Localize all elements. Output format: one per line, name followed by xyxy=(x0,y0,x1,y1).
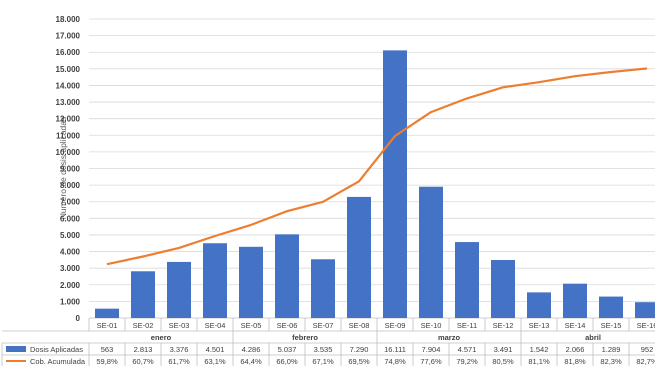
line-series xyxy=(106,67,648,266)
y-tick-label: 3.000 xyxy=(60,264,81,273)
y-tick-label: 4.000 xyxy=(60,248,81,257)
y-tick-label: 17.000 xyxy=(56,32,81,41)
table-value: 79,2% xyxy=(456,357,478,366)
y-tick-label: 18.000 xyxy=(56,15,81,24)
category-label: SE-03 xyxy=(169,321,190,330)
y-tick-label: 0 xyxy=(76,314,81,323)
bar-SE-05 xyxy=(239,246,263,318)
table-value: 3.376 xyxy=(170,345,189,354)
bar-SE-02 xyxy=(131,271,155,318)
table-value: 3.535 xyxy=(314,345,333,354)
y-axis-label: Numero de dosis aplicadas xyxy=(58,117,68,220)
table-value: 5.037 xyxy=(278,345,297,354)
table-value: 63,1% xyxy=(204,357,226,366)
table-value: 69,5% xyxy=(348,357,370,366)
table-value: 16.111 xyxy=(384,345,406,354)
table-value: 59,8% xyxy=(96,357,118,366)
y-tick-label: 6.000 xyxy=(60,214,81,223)
category-label: SE-05 xyxy=(241,321,262,330)
data-table: SE-01 SE-02 SE-03 SE-04 SE-05 SE-06 SE-07 SE-08… xyxy=(1,318,655,366)
category-label: SE-10 xyxy=(421,321,442,330)
table-value: 2.066 xyxy=(566,345,585,354)
category-label: SE-16 xyxy=(637,321,655,330)
month-label: abril xyxy=(585,333,601,342)
series-name: Cob. Acumulada xyxy=(30,357,86,366)
category-label: SE-15 xyxy=(601,321,622,330)
category-label: SE-02 xyxy=(133,321,154,330)
table-value: 1.542 xyxy=(530,345,549,354)
table-value: 7.904 xyxy=(422,345,441,354)
bar-SE-10 xyxy=(419,186,443,318)
table-value: 61,7% xyxy=(168,357,190,366)
bar-SE-16 xyxy=(635,302,655,318)
category-label: SE-08 xyxy=(349,321,370,330)
gridlines xyxy=(89,18,655,319)
table-value: 74,8% xyxy=(384,357,406,366)
y-tick-label: 2.000 xyxy=(60,281,81,290)
bar-SE-07 xyxy=(311,259,335,318)
y-tick-label: 15.000 xyxy=(56,65,81,74)
category-label: SE-12 xyxy=(493,321,514,330)
category-label: SE-04 xyxy=(205,321,226,330)
y-tick-label: 1.000 xyxy=(60,297,81,306)
table-value: 82,7% xyxy=(636,357,655,366)
table-value: 3.491 xyxy=(494,345,513,354)
table-value: 7.290 xyxy=(350,345,369,354)
bar-SE-12 xyxy=(491,260,515,318)
y-tick-label: 7.000 xyxy=(60,198,81,207)
y-tick-label: 13.000 xyxy=(56,98,81,107)
y-tick-label: 9.000 xyxy=(60,165,81,174)
table-value: 2.813 xyxy=(134,345,153,354)
y-tick-label: 5.000 xyxy=(60,231,81,240)
y-tick-label: 8.000 xyxy=(60,181,81,190)
bar-SE-06 xyxy=(275,234,299,318)
table-value: 1.289 xyxy=(602,345,621,354)
bar-SE-01 xyxy=(95,308,119,318)
bar-SE-15 xyxy=(599,296,623,318)
bar-SE-11 xyxy=(455,242,479,318)
table-value: 4.501 xyxy=(206,345,225,354)
table-value: 4.286 xyxy=(242,345,261,354)
legend-key-bar xyxy=(6,346,26,352)
month-label: marzo xyxy=(438,333,461,342)
category-label: SE-13 xyxy=(529,321,550,330)
category-label: SE-06 xyxy=(277,321,298,330)
table-value: 67,1% xyxy=(312,357,334,366)
category-label: SE-01 xyxy=(97,321,118,330)
table-value: 77,6% xyxy=(420,357,442,366)
table-value: 64,4% xyxy=(240,357,262,366)
bar-series xyxy=(95,50,655,318)
month-label: enero xyxy=(151,333,172,342)
month-label: febrero xyxy=(292,333,318,342)
bar-SE-08 xyxy=(347,196,371,318)
series-name: Dosis Aplicadas xyxy=(30,345,83,354)
table-value: 81,1% xyxy=(528,357,550,366)
table-value: 81,8% xyxy=(564,357,586,366)
category-label: SE-11 xyxy=(457,321,477,330)
bar-SE-03 xyxy=(167,261,191,318)
table-value: 66,0% xyxy=(276,357,298,366)
y-axis-ticks: 0 1.000 2.000 3.000 4.000 5.000 6.000 7.000 8.00… xyxy=(56,15,81,323)
y-tick-label: 11.000 xyxy=(56,131,81,140)
table-value: 4.571 xyxy=(458,345,477,354)
category-label: SE-09 xyxy=(385,321,406,330)
y-tick-label: 14.000 xyxy=(56,81,81,90)
y-tick-label: 12.000 xyxy=(56,115,81,124)
table-value: 82,3% xyxy=(600,357,622,366)
bar-SE-14 xyxy=(563,283,587,318)
cobertura-line xyxy=(106,67,648,266)
table-value: 952 xyxy=(641,345,654,354)
bar-SE-04 xyxy=(203,243,227,318)
bar-SE-13 xyxy=(527,292,551,318)
table-value: 60,7% xyxy=(132,357,154,366)
category-label: SE-14 xyxy=(565,321,586,330)
y-tick-label: 16.000 xyxy=(56,48,81,57)
bar-SE-09 xyxy=(383,50,407,318)
table-value: 80,5% xyxy=(492,357,514,366)
table-value: 563 xyxy=(101,345,114,354)
category-label: SE-07 xyxy=(313,321,334,330)
y-tick-label: 10.000 xyxy=(56,148,81,157)
